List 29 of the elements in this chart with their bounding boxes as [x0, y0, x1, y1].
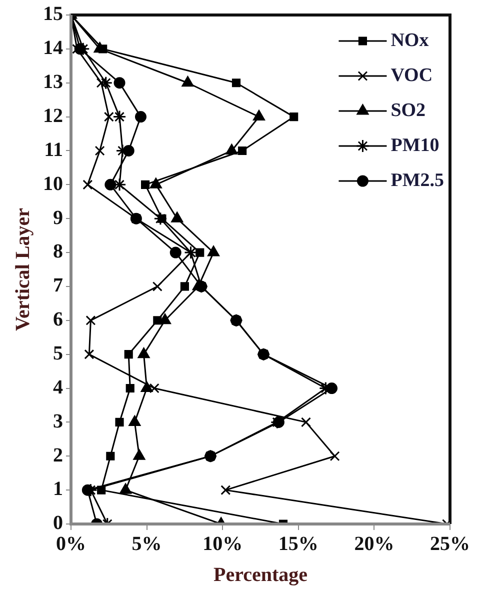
y-tick-label: 4	[53, 376, 63, 398]
x-tick-label: 15%	[278, 533, 318, 556]
x-tick-label: 25%	[430, 533, 470, 556]
y-tick-label: 10	[43, 172, 63, 195]
y-tick-label: 8	[53, 240, 63, 263]
y-axis-title: Vertical Layer	[12, 208, 34, 332]
legend-label: VOC	[390, 64, 433, 86]
y-tick-label: 13	[43, 71, 63, 94]
y-tick-label: 0	[53, 512, 63, 534]
legend-label: NOx	[390, 30, 430, 51]
y-tick-label: 9	[53, 206, 63, 229]
y-tick-label: 6	[53, 308, 63, 331]
y-tick-label: 14	[43, 37, 63, 60]
legend-label: PM10	[390, 134, 440, 156]
y-tick-label: 1	[53, 478, 63, 500]
x-tick-label: 10%	[202, 533, 243, 556]
y-tick-label: 3	[53, 410, 63, 432]
legend-label: SO2	[390, 100, 426, 121]
x-tick-label: 20%	[354, 533, 394, 556]
legend-label: PM2.5	[390, 170, 444, 191]
x-axis-title: Percentage	[213, 564, 308, 586]
x-tick-label: 5%	[132, 533, 162, 556]
y-tick-label: 2	[53, 444, 63, 466]
x-tick-label: 0%	[56, 533, 86, 556]
y-tick-label: 12	[43, 104, 63, 127]
y-tick-label: 5	[53, 342, 63, 365]
y-tick-label: 15	[43, 3, 63, 26]
y-tick-label: 7	[53, 274, 63, 297]
y-tick-label: 11	[44, 138, 63, 161]
